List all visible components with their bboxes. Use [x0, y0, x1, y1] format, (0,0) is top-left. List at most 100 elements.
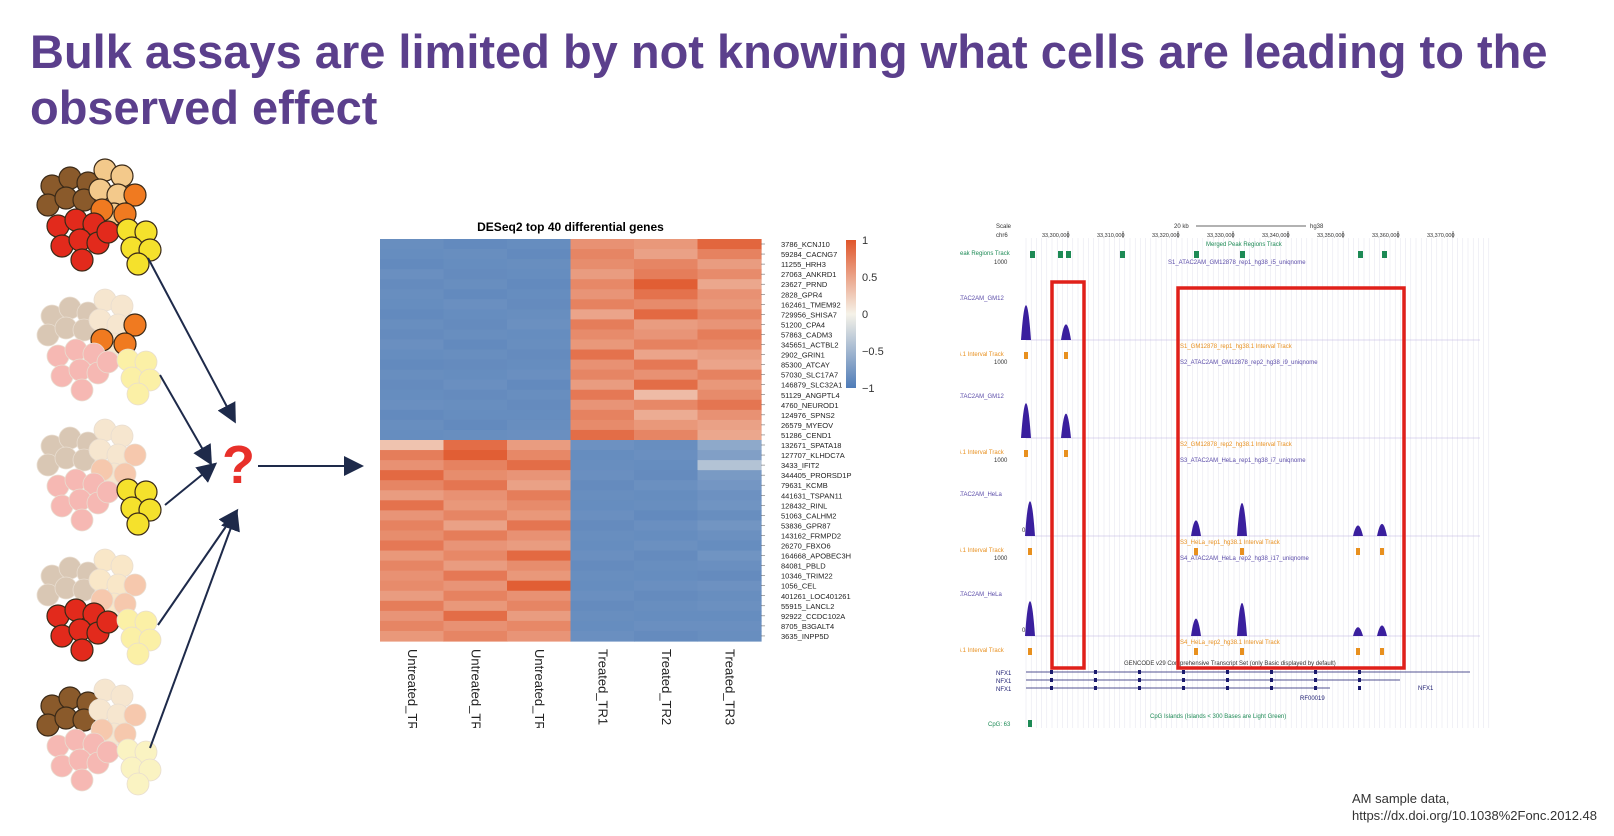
exon [1182, 678, 1185, 682]
heatmap-cell [697, 450, 762, 461]
heatmap-cell [697, 269, 762, 280]
heatmap-cell [380, 349, 445, 361]
cell [110, 684, 134, 708]
interval-label: cg36.1 Interval Track [960, 548, 1005, 554]
heatmap-cell [507, 600, 572, 612]
gene-label: 2828_GPR4 [781, 290, 822, 299]
heatmap-cell [443, 419, 508, 431]
heatmap-cell [570, 500, 635, 511]
heatmap-cell [443, 630, 508, 642]
heatmap-cell [634, 259, 699, 270]
gene-label: 51063_CALHM2 [781, 511, 836, 520]
cpg-label: CpG: 63 [988, 722, 1011, 728]
exon [1050, 670, 1053, 674]
cell [96, 350, 120, 374]
exon [1270, 686, 1273, 690]
heatmap-cell [634, 520, 699, 532]
track-zero: 0 [1022, 628, 1026, 634]
heatmap-cell [380, 600, 445, 612]
track-zero: 0 [1022, 528, 1026, 534]
heatmap-cell [443, 409, 508, 421]
position-label: 33,310,000 [1097, 233, 1125, 239]
heatmap-cell [507, 319, 572, 331]
interval-block [1064, 450, 1068, 457]
heatmap-cell [380, 269, 445, 280]
gene-label: 441631_TSPAN11 [781, 491, 842, 500]
highlight-box-left [1050, 280, 1086, 670]
interval-block [1380, 648, 1384, 655]
heatmap-cell [570, 289, 635, 300]
scale-bar-label: 20 kb [1174, 224, 1189, 230]
heatmap-cell [697, 359, 762, 371]
heatmap-cell [634, 490, 699, 501]
heatmap-cell [507, 440, 572, 451]
heatmap-cell [507, 610, 572, 622]
heatmap-cell [443, 610, 508, 622]
heatmap-title: DESeq2 top 40 differential genes [477, 220, 664, 234]
gene-label: 401261_LOC401261 [781, 592, 851, 601]
cell [70, 508, 94, 532]
browser-bg [960, 218, 1500, 738]
gene-name: NFX1 [996, 679, 1012, 685]
heatmap-cell [570, 600, 635, 612]
exon [1138, 678, 1141, 682]
exon [1094, 678, 1097, 682]
heatmap-cell [443, 580, 508, 592]
heatmap-cell [443, 249, 508, 260]
heatmap-cell [380, 560, 445, 572]
heatmap-cell [380, 440, 445, 451]
question-mark: ? [222, 435, 255, 495]
heatmap-cell [697, 239, 762, 250]
position-label: 33,320,000 [1152, 233, 1180, 239]
top-track-max: 1000 [994, 260, 1008, 266]
merged-peak [1120, 251, 1125, 258]
citation-doi-link[interactable]: https://dx.doi.org/10.1038%2Fonc.2012.48 [1352, 808, 1598, 823]
heatmap-cell [507, 269, 572, 280]
signal-peak [1191, 618, 1201, 636]
heatmap-cell [380, 339, 445, 351]
cell [126, 512, 150, 536]
heatmap-cell [570, 610, 635, 622]
heatmap-cell [507, 309, 572, 320]
heatmap-cell [443, 349, 508, 361]
heatmap-cell [697, 409, 762, 421]
exon [1314, 686, 1317, 690]
heatmap-cell [443, 450, 508, 461]
heatmap-cell [570, 429, 635, 441]
heatmap-cell [507, 409, 572, 421]
heatmap-cell [634, 590, 699, 602]
heatmap-cell [570, 339, 635, 351]
exon [1094, 686, 1097, 690]
heatmap-cell [634, 379, 699, 391]
cluster-arrow-4 [157, 508, 239, 626]
heatmap-cell [634, 450, 699, 461]
gene-label: 51129_ANGPTL4 [781, 391, 840, 400]
track-label: S1_ATAC2AM_GM12 [960, 296, 1004, 302]
heatmap-cell [507, 259, 572, 270]
merged-track-label: Merged Peak Regions Track [1206, 242, 1283, 248]
heatmap-cell [697, 540, 762, 552]
yellow-highlight-cluster [36, 418, 162, 536]
cluster-arrow-2 [159, 374, 212, 466]
gene-label: 127707_KLHDC7A [781, 451, 845, 460]
heatmap-cell [380, 289, 445, 300]
heatmap-cell [443, 500, 508, 511]
heatmap-cell [634, 359, 699, 371]
heatmap-cell [570, 359, 635, 371]
exon [1226, 678, 1229, 682]
heatmap-cell [634, 319, 699, 331]
merged-peak [1194, 251, 1199, 258]
heatmap-cell [443, 359, 508, 371]
gene-right-label: NFX1 [1418, 686, 1434, 692]
heatmap-cell [570, 249, 635, 260]
heatmap-cell [380, 460, 445, 471]
heatmap-cell [697, 279, 762, 290]
position-label: 33,360,000 [1372, 233, 1400, 239]
heatmap-cell [697, 419, 762, 431]
heatmap-cell [507, 510, 572, 521]
heatmap-cell [697, 299, 762, 310]
gene-label: 146879_SLC32A1 [781, 381, 842, 390]
colorbar-tick: 0.5 [862, 272, 877, 284]
cell [110, 294, 134, 318]
heatmap-cell [507, 399, 572, 411]
